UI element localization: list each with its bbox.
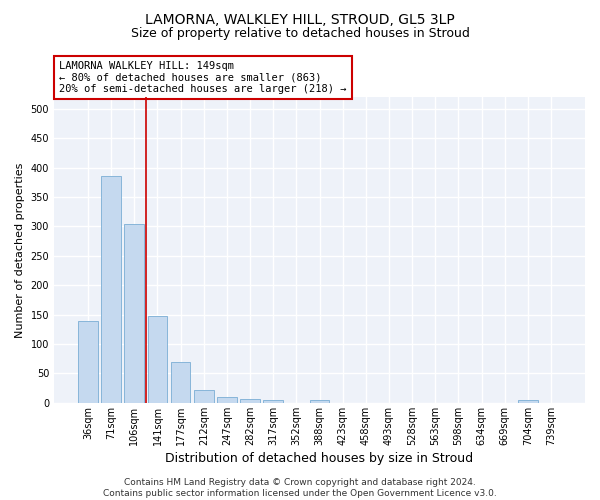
Text: Size of property relative to detached houses in Stroud: Size of property relative to detached ho… bbox=[131, 28, 469, 40]
Bar bbox=[124, 224, 144, 403]
Bar bbox=[101, 176, 121, 403]
X-axis label: Distribution of detached houses by size in Stroud: Distribution of detached houses by size … bbox=[166, 452, 473, 465]
Bar bbox=[217, 397, 237, 403]
Text: Contains HM Land Registry data © Crown copyright and database right 2024.
Contai: Contains HM Land Registry data © Crown c… bbox=[103, 478, 497, 498]
Bar bbox=[148, 316, 167, 403]
Bar bbox=[78, 320, 98, 403]
Bar bbox=[310, 400, 329, 403]
Bar bbox=[240, 399, 260, 403]
Text: LAMORNA WALKLEY HILL: 149sqm
← 80% of detached houses are smaller (863)
20% of s: LAMORNA WALKLEY HILL: 149sqm ← 80% of de… bbox=[59, 61, 347, 94]
Bar bbox=[518, 400, 538, 403]
Text: LAMORNA, WALKLEY HILL, STROUD, GL5 3LP: LAMORNA, WALKLEY HILL, STROUD, GL5 3LP bbox=[145, 12, 455, 26]
Bar bbox=[263, 400, 283, 403]
Bar bbox=[194, 390, 214, 403]
Y-axis label: Number of detached properties: Number of detached properties bbox=[15, 162, 25, 338]
Bar bbox=[171, 362, 190, 403]
